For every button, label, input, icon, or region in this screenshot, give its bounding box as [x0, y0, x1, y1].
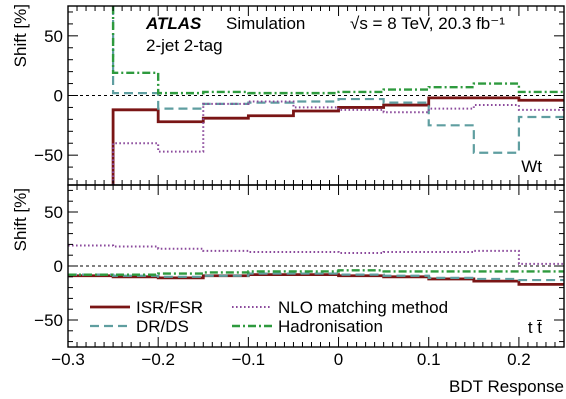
top-ytick-label: −50 [34, 146, 63, 165]
bottom-series-nlo [68, 244, 564, 265]
top-ylabel: Shift [%] [11, 4, 30, 67]
bottom-ytick-label: −50 [34, 311, 63, 330]
top-panel: −50 0 50 [34, 5, 565, 186]
xlabel: BDT Response [449, 377, 564, 396]
energy-label: √s = 8 TeV, 20.3 fb⁻¹ [350, 14, 505, 33]
xtick-label: 0 [334, 350, 343, 369]
legend-label-drds: DR/DS [136, 317, 189, 336]
bottom-ytick-label: 0 [54, 257, 63, 276]
selection-label: 2-jet 2-tag [146, 36, 223, 55]
legend-label-had: Hadronisation [278, 317, 383, 336]
top-ytick-label: 50 [44, 27, 63, 46]
top-ytick-label: 0 [54, 87, 63, 106]
bottom-series-had [68, 269, 564, 276]
top-series-isr [111, 96, 564, 185]
atlas-label: ATLAS [145, 14, 202, 33]
bottom-panel: −50 0 50 −0.3 −0.2 −0.1 0 0.1 0.2 [34, 184, 565, 369]
process-label-top: Wt [521, 157, 542, 176]
bottom-series-drds [68, 272, 564, 282]
top-series-had [111, 6, 564, 95]
xtick-label: 0.2 [507, 350, 531, 369]
bottom-ylabel: Shift [%] [11, 188, 30, 251]
xtick-label: 0.1 [417, 350, 441, 369]
top-series-drds [111, 6, 564, 154]
top-series-nlo [112, 100, 564, 185]
bottom-ytick-label: 50 [44, 203, 63, 222]
xtick-label: −0.3 [51, 350, 85, 369]
legend: ISR/FSR NLO matching method DR/DS Hadronisa… [90, 298, 448, 336]
legend-label-isr: ISR/FSR [136, 298, 203, 317]
legend-label-nlo: NLO matching method [278, 298, 448, 317]
simulation-label: Simulation [226, 14, 305, 33]
xtick-label: −0.2 [141, 350, 175, 369]
process-label-bottom: t t̄ [528, 318, 543, 337]
xtick-label: −0.1 [232, 350, 266, 369]
